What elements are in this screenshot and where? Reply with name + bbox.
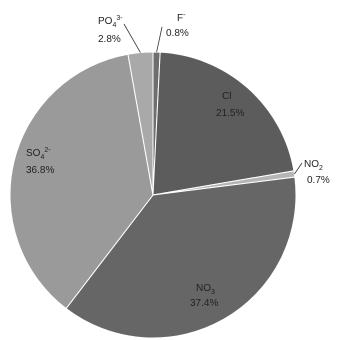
leader-line-0 [156,26,163,53]
pie-slice-5 [127,51,154,196]
pie-slice-3 [65,176,297,339]
label-po4: PO43- [98,15,123,29]
label-po4-sup: 3- [116,15,123,22]
pie-slice-1 [152,51,295,196]
label-so4-sup: 2- [44,147,51,154]
label-f-value: 0.8% [166,28,189,39]
label-cl-value: 21.5% [216,108,244,119]
leader-line-2 [294,162,303,175]
label-po4-value: 2.8% [98,34,121,45]
pie-slices [9,51,297,339]
pie-slice-4 [9,53,154,310]
label-f: F- [177,12,186,24]
leader-line-5 [123,23,141,53]
label-so4-name: SO [26,148,41,159]
leader-lines [123,23,303,175]
label-po4-sub: 4 [112,22,116,29]
label-f-sup: - [183,12,186,19]
label-no2: NO2 [304,159,323,172]
label-so4-sub: 4 [40,154,44,161]
label-no2-name: NO [304,159,319,170]
label-no3: NO3 [196,283,215,296]
label-f-name: F [177,13,183,24]
label-po4-name: PO [98,16,113,27]
label-no2-value: 0.7% [307,175,330,186]
label-so4: SO42- [26,147,51,161]
label-no3-sub: 3 [211,289,215,296]
label-cl: Cl [222,91,231,102]
label-no3-value: 37.4% [190,298,218,309]
label-no3-name: NO [196,283,211,294]
label-so4-value: 36.8% [26,165,54,176]
label-no2-sub: 2 [319,165,323,172]
